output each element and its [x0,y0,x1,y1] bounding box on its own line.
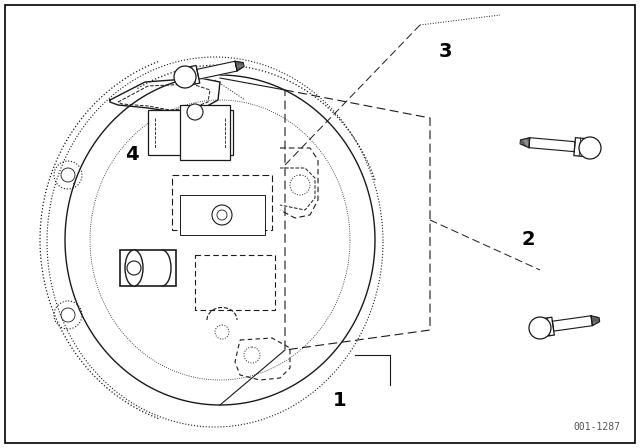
Bar [195,255,275,310]
Polygon shape [183,65,200,86]
Text: 1: 1 [333,392,346,410]
Polygon shape [539,317,554,337]
Circle shape [127,261,141,275]
Bar [148,110,233,155]
Circle shape [187,104,203,120]
Polygon shape [591,316,600,326]
Bar [172,175,272,230]
Text: 001-1287: 001-1287 [573,422,620,432]
Circle shape [529,317,551,339]
Circle shape [174,66,196,88]
Polygon shape [235,61,244,71]
Polygon shape [520,138,530,148]
Circle shape [579,137,601,159]
Bar [120,250,176,286]
Ellipse shape [125,250,143,286]
Circle shape [217,210,227,220]
Text: 2: 2 [522,230,535,249]
Polygon shape [574,138,591,157]
Circle shape [212,205,232,225]
Polygon shape [197,61,237,79]
Bar [180,195,265,235]
Bar [180,105,230,160]
Text: 3: 3 [438,42,452,61]
Text: 4: 4 [125,145,138,164]
Polygon shape [529,138,575,151]
Polygon shape [552,316,593,331]
